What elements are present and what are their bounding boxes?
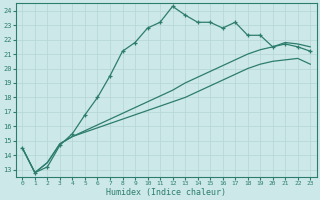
X-axis label: Humidex (Indice chaleur): Humidex (Indice chaleur): [106, 188, 226, 197]
